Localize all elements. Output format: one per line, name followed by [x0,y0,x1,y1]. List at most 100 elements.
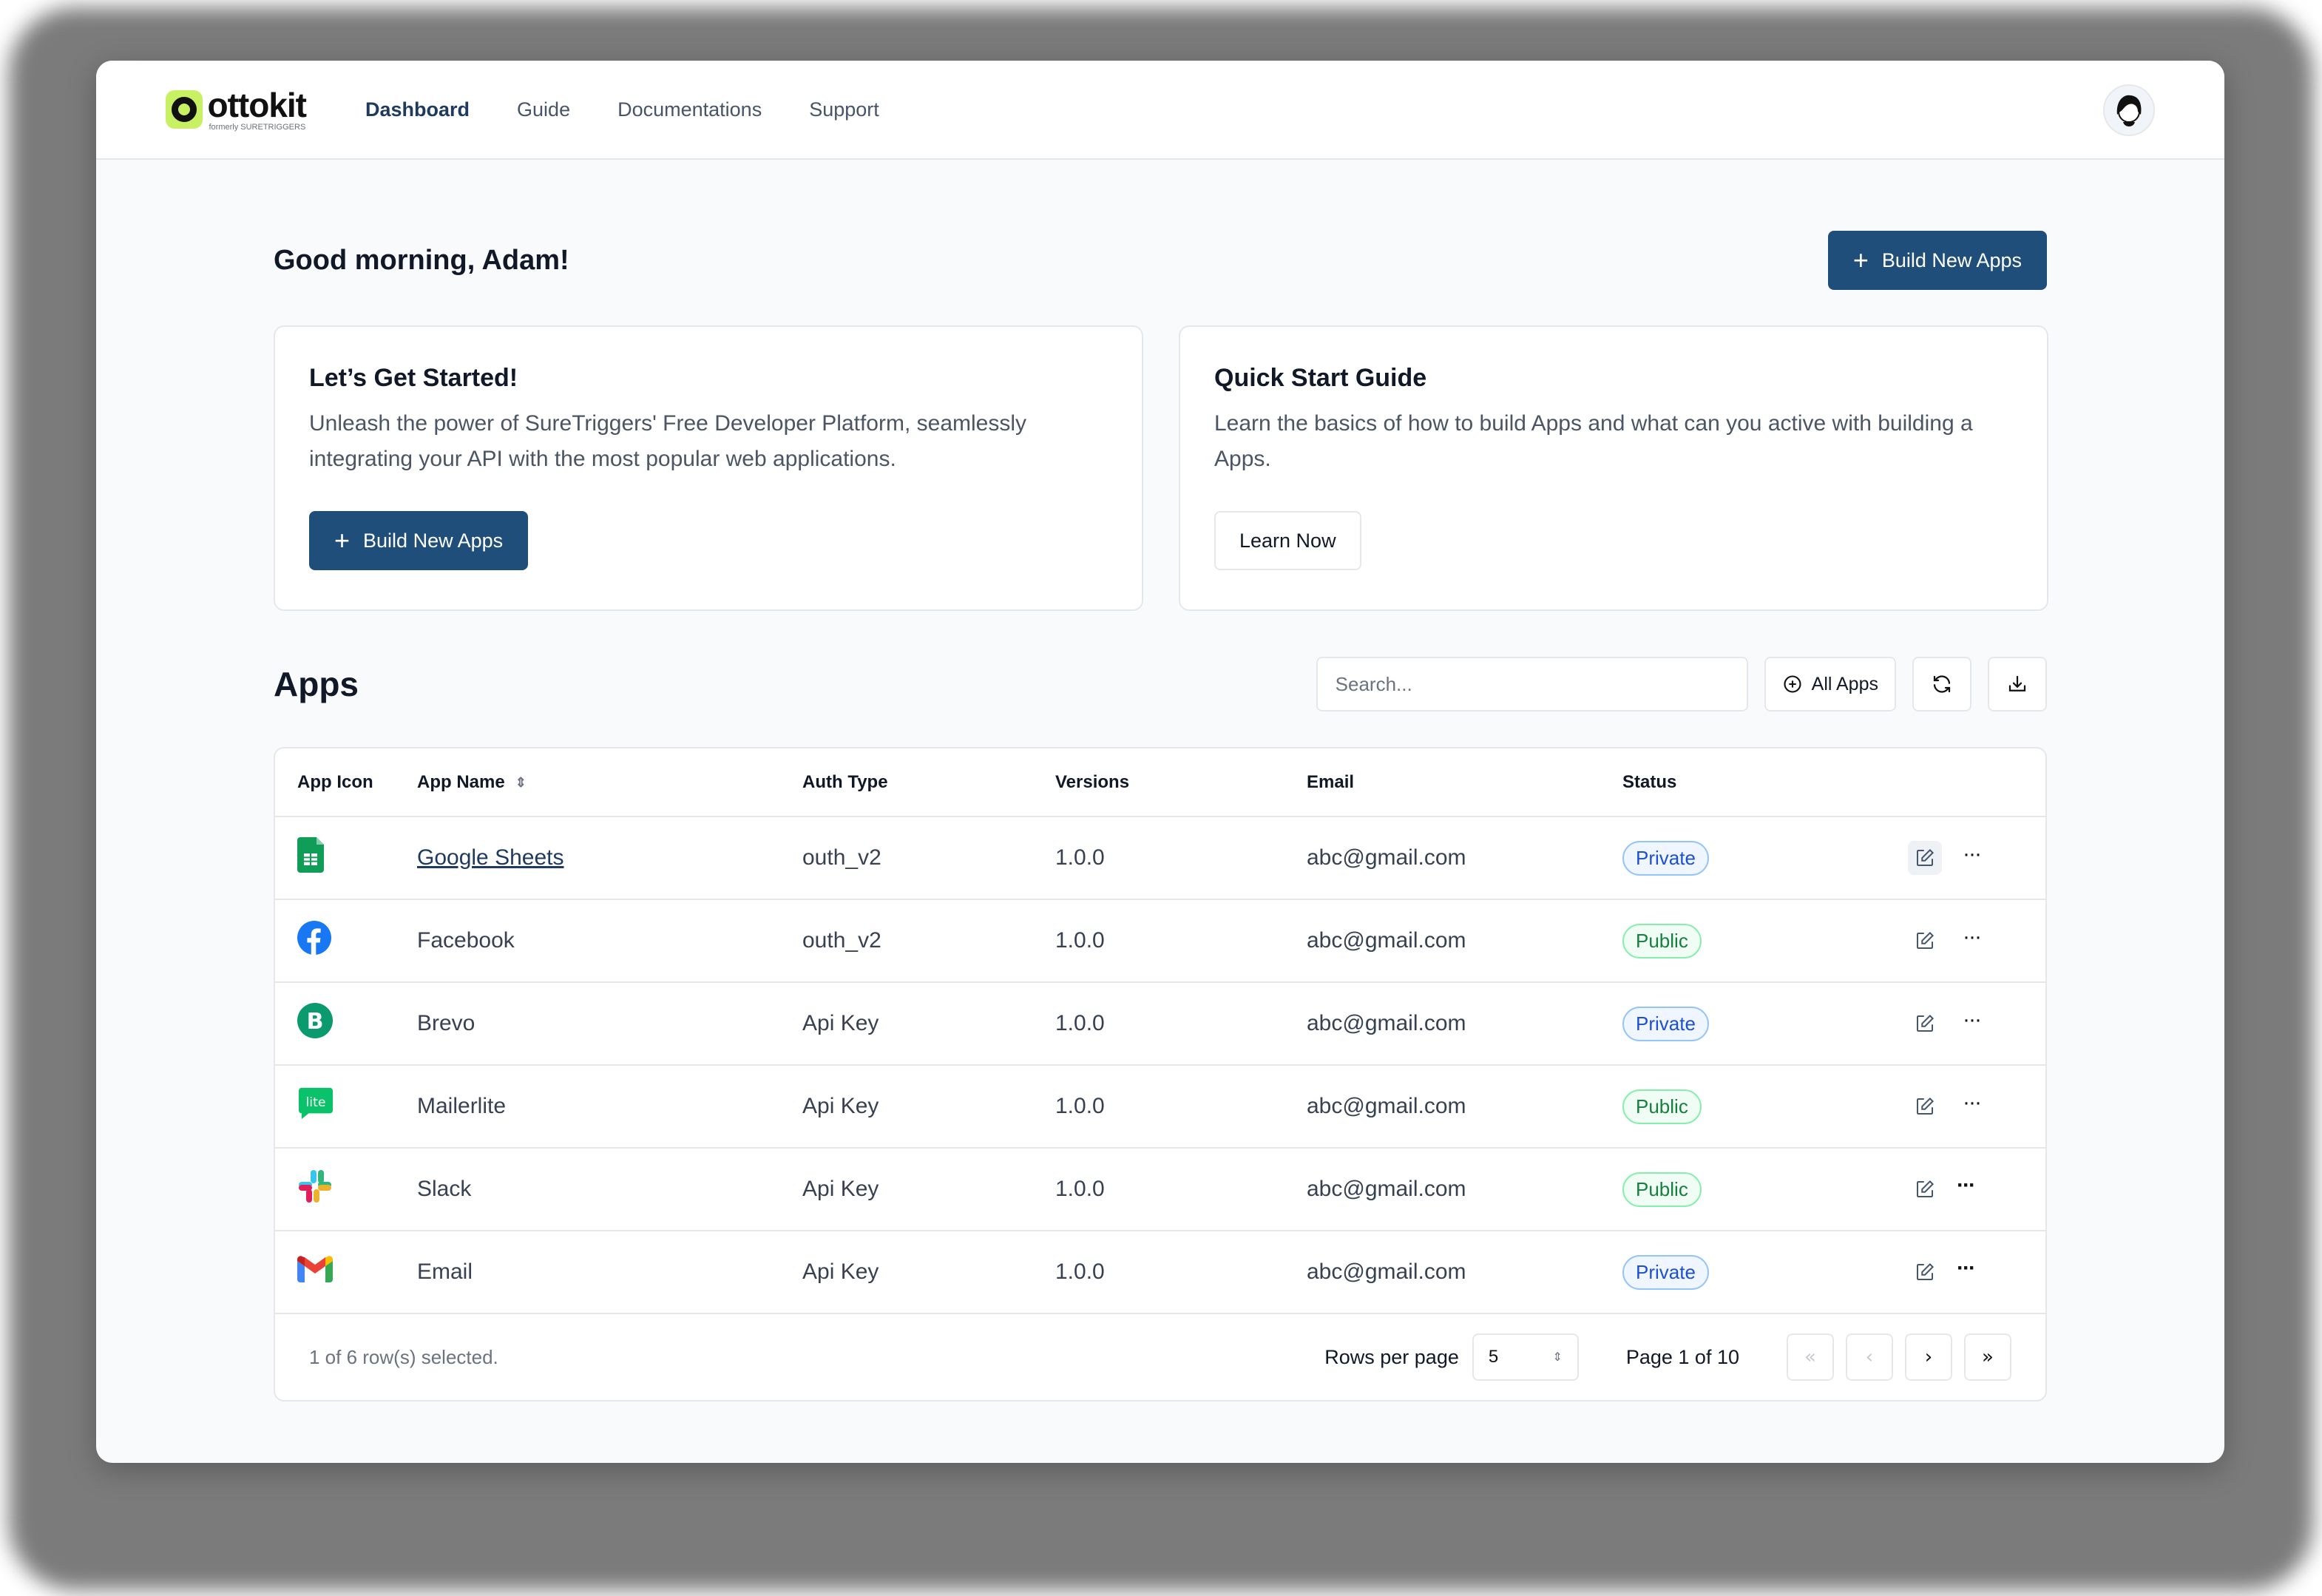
more-icon[interactable]: ··· [1957,1173,1976,1197]
version: 1.0.0 [1055,816,1307,900]
ottokit-logo-icon [166,90,203,129]
last-page-button[interactable]: » [1964,1333,2011,1381]
col-versions: Versions [1055,748,1307,817]
auth-type: Api Key [802,1148,1055,1231]
app-name-link[interactable]: Google Sheets [417,845,564,870]
table-row[interactable]: lite Mailerlite Api Key 1.0.0 abc@gmail.… [275,1065,2045,1149]
get-started-card: Let’s Get Started! Unleash the power of … [274,325,1143,611]
prev-page-button[interactable]: ‹ [1846,1333,1893,1381]
chevron-right-icon: › [1924,1346,1933,1368]
table-row[interactable]: B Brevo Api Key 1.0.0 abc@gmail.com Priv… [275,982,2045,1066]
brevo-icon: B [297,1003,333,1038]
status-badge: Private [1622,1254,1709,1290]
auth-type: Api Key [802,1065,1055,1149]
edit-icon[interactable] [1908,924,1942,958]
col-status: Status [1622,748,1892,817]
version: 1.0.0 [1055,1231,1307,1314]
more-icon[interactable]: ··· [1963,1090,1982,1115]
table-row[interactable]: Email Api Key 1.0.0 abc@gmail.com Privat… [275,1231,2045,1314]
version: 1.0.0 [1055,982,1307,1066]
user-avatar[interactable] [2103,84,2155,136]
refresh-button[interactable] [1912,657,1971,711]
app-name: Mailerlite [417,1065,802,1149]
table-row[interactable]: Google Sheets outh_v2 1.0.0 abc@gmail.co… [275,816,2045,900]
more-icon[interactable]: ··· [1963,842,1982,866]
rows-per-page-label: Rows per page [1324,1345,1459,1368]
main-nav: Dashboard Guide Documentations Support [365,98,879,121]
edit-icon[interactable] [1908,841,1942,875]
auth-type: Api Key [802,982,1055,1066]
email: abc@gmail.com [1307,982,1622,1066]
chevron-left-icon: ‹ [1865,1346,1874,1368]
slack-icon [297,1169,333,1204]
auth-type: outh_v2 [802,899,1055,983]
svg-text:lite: lite [306,1095,326,1110]
table-row[interactable]: Facebook outh_v2 1.0.0 abc@gmail.com Pub… [275,899,2045,983]
double-chevron-left-icon: « [1804,1346,1816,1368]
all-apps-label: All Apps [1811,673,1878,694]
nav-documentations[interactable]: Documentations [617,98,762,121]
email: abc@gmail.com [1307,1148,1622,1231]
col-app-name-label: App Name [417,771,505,792]
plus-circle-icon [1782,674,1803,694]
edit-icon[interactable] [1908,1089,1942,1123]
nav-guide[interactable]: Guide [517,98,571,121]
email: abc@gmail.com [1307,899,1622,983]
edit-icon[interactable] [1908,1172,1942,1206]
table-footer: 1 of 6 row(s) selected. Rows per page 5 … [275,1314,2045,1400]
brand-name: ottokit [207,85,307,124]
nav-dashboard[interactable]: Dashboard [365,98,470,121]
brand-subtitle: formerly SURETRIGGERS [209,122,306,132]
col-email: Email [1307,748,1622,817]
greeting-heading: Good morning, Adam! [274,244,569,276]
apps-table: App Icon App Name ⇕ Auth Type Versions Em… [274,747,2047,1401]
download-icon [2006,673,2028,695]
status-badge: Public [1622,1171,1702,1207]
version: 1.0.0 [1055,1065,1307,1149]
svg-text:B: B [307,1009,324,1035]
quick-start-title: Quick Start Guide [1214,364,1427,392]
more-icon[interactable]: ··· [1963,924,1982,949]
download-button[interactable] [1988,657,2047,711]
quick-start-text: Learn the basics of how to build Apps an… [1214,411,1973,471]
sort-icon[interactable]: ⇕ [515,774,527,790]
auth-type: Api Key [802,1231,1055,1314]
rows-per-page-value: 5 [1488,1347,1499,1367]
double-chevron-right-icon: » [1982,1346,1994,1368]
card-build-new-apps-button[interactable]: + Build New Apps [309,511,529,570]
more-icon[interactable]: ··· [1957,1256,1976,1280]
edit-icon[interactable] [1908,1255,1942,1289]
col-app-icon: App Icon [275,748,417,817]
learn-now-button[interactable]: Learn Now [1214,511,1361,570]
app-window: ottokit formerly SURETRIGGERS Dashboard … [96,61,2224,1463]
quick-start-card: Quick Start Guide Learn the basics of ho… [1179,325,2048,611]
get-started-text: Unleash the power of SureTriggers' Free … [309,411,1027,471]
edit-icon[interactable] [1908,1007,1942,1041]
chevron-updown-icon: ⇕ [1552,1351,1563,1364]
status-badge: Public [1622,923,1702,958]
app-name: Brevo [417,982,802,1066]
plus-icon: + [334,525,351,555]
mailerlite-icon: lite [297,1086,334,1120]
version: 1.0.0 [1055,1148,1307,1231]
email: abc@gmail.com [1307,1231,1622,1314]
version: 1.0.0 [1055,899,1307,983]
col-actions [1892,748,2045,817]
all-apps-filter-button[interactable]: All Apps [1764,657,1896,711]
auth-type: outh_v2 [802,816,1055,900]
rows-per-page-select[interactable]: 5 ⇕ [1472,1333,1579,1381]
more-icon[interactable]: ··· [1963,1007,1982,1032]
get-started-title: Let’s Get Started! [309,364,518,392]
table-row[interactable]: Slack Api Key 1.0.0 abc@gmail.com Public… [275,1148,2045,1231]
selection-count: 1 of 6 row(s) selected. [309,1345,498,1368]
col-app-name[interactable]: App Name ⇕ [417,748,802,817]
next-page-button[interactable]: › [1905,1333,1952,1381]
top-navbar: ottokit formerly SURETRIGGERS Dashboard … [96,61,2224,160]
gmail-icon [297,1255,333,1283]
plus-icon: + [1852,245,1869,275]
ottokit-logo[interactable]: ottokit formerly SURETRIGGERS [166,85,307,132]
search-input[interactable] [1316,657,1748,711]
build-new-apps-button[interactable]: + Build New Apps [1827,231,2047,290]
nav-support[interactable]: Support [809,98,879,121]
first-page-button[interactable]: « [1787,1333,1834,1381]
